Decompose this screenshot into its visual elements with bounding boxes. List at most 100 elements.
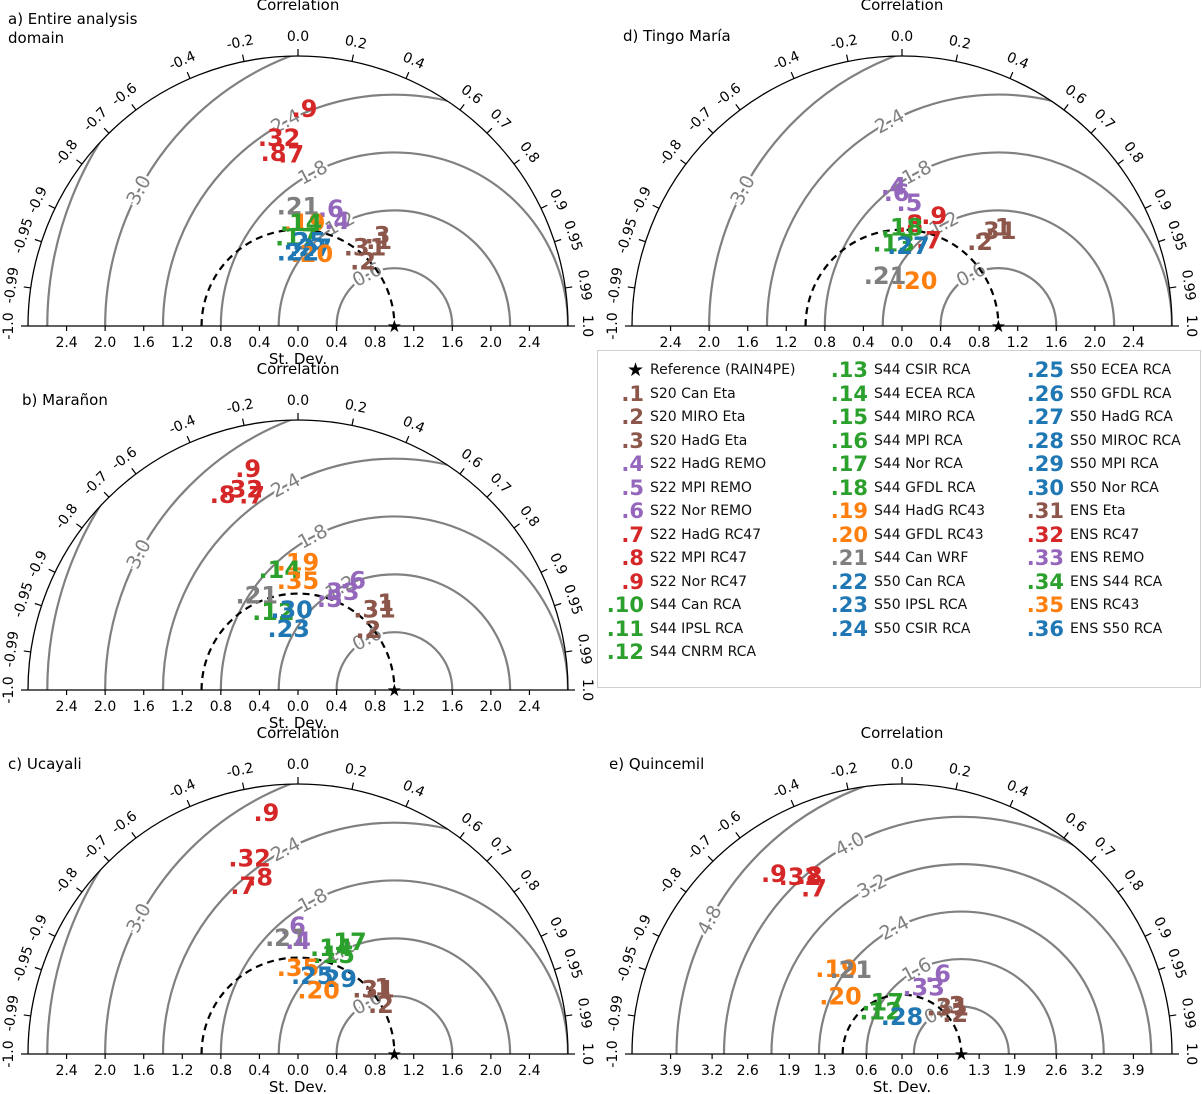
data-point-label: .7 xyxy=(230,872,256,900)
data-point-label: .21 xyxy=(864,262,907,290)
correlation-tick xyxy=(1063,104,1069,111)
legend-label: S44 GFDL RC43 xyxy=(874,526,984,543)
correlation-tick-label: -1.0 xyxy=(605,1040,621,1067)
reference-star-icon: ★ xyxy=(387,681,402,701)
st-dev-tick-label: 0.8 xyxy=(814,335,836,351)
legend-label: S44 IPSL RCA xyxy=(650,620,744,637)
data-point-label: .21 xyxy=(235,581,278,609)
correlation-tick xyxy=(680,159,687,165)
st-dev-tick-label: 2.6 xyxy=(1045,1063,1067,1079)
legend-label: S50 CSIR RCA xyxy=(874,620,971,637)
data-point-label: .19 xyxy=(277,549,320,577)
st-dev-tick-label: 0.8 xyxy=(364,699,386,715)
correlation-tick-label: 1.0 xyxy=(579,315,595,337)
correlation-tick-label: 0.9 xyxy=(1150,187,1174,214)
correlation-tick-label: 0.0 xyxy=(287,393,309,409)
data-point-label: .1 xyxy=(365,974,391,1002)
correlation-tick-label: 0.6 xyxy=(1062,810,1089,836)
rms-contour xyxy=(277,937,512,1054)
legend-marker: .6 xyxy=(621,499,644,523)
correlation-tick xyxy=(540,204,548,209)
correlation-tick-label: 0.8 xyxy=(516,139,542,166)
correlation-tick-label: -0.6 xyxy=(109,80,141,109)
correlation-tick-label: -0.99 xyxy=(1,630,22,668)
correlation-tick-label: -1.0 xyxy=(605,312,621,339)
panel-label: e) Quincemil xyxy=(609,755,704,773)
legend: ★ Reference (RAIN4PE) .1 S20 Can Eta .2 S20… xyxy=(597,350,1201,688)
correlation-tick-label: 0.99 xyxy=(574,633,594,666)
panel-label: domain xyxy=(8,29,64,47)
st-dev-tick-label: 2.4 xyxy=(55,699,77,715)
correlation-tick xyxy=(846,54,849,62)
correlation-tick xyxy=(1090,855,1097,862)
correlation-tick xyxy=(351,54,354,62)
taylor-panel-2: 0.61.21.82.43.0-1.0-0.99-0.95-0.9-0.8-0.… xyxy=(605,0,1199,368)
correlation-tick-label: -0.8 xyxy=(52,137,81,168)
legend-marker: .25 xyxy=(1026,358,1064,382)
legend-marker: .23 xyxy=(830,593,868,617)
correlation-tick-label: 0.4 xyxy=(400,777,427,801)
data-point-label: .15 xyxy=(312,941,355,969)
correlation-tick-label: -0.99 xyxy=(1,266,22,304)
data-point-label: .19 xyxy=(815,955,858,983)
correlation-tick-label: -0.99 xyxy=(605,994,626,1032)
correlation-tick-label: -0.8 xyxy=(52,865,81,896)
data-point-label: .7 xyxy=(801,874,827,902)
correlation-tick xyxy=(405,435,410,443)
st-dev-axis-title: St. Dev. xyxy=(269,714,327,732)
correlation-tick-label: -0.95 xyxy=(614,944,641,983)
st-dev-tick-label: 0.4 xyxy=(852,335,874,351)
legend-label: ENS RC43 xyxy=(1070,597,1140,613)
correlation-tick-label: -0.8 xyxy=(656,865,685,896)
correlation-tick-label: 0.0 xyxy=(891,757,913,773)
correlation-tick xyxy=(1009,71,1014,79)
rms-contour xyxy=(912,1005,1010,1054)
correlation-tick-label: 0.6 xyxy=(458,446,485,472)
legend-label: ENS S50 RCA xyxy=(1070,620,1163,637)
legend-marker: .22 xyxy=(830,569,868,594)
reference-std-arc xyxy=(841,993,963,1055)
legend-marker: .14 xyxy=(830,381,868,406)
data-point-label: .7 xyxy=(278,140,304,168)
reference-std-arc xyxy=(200,956,396,1055)
legend-marker: .28 xyxy=(1026,428,1064,453)
rms-contour-label: 3.0 xyxy=(122,536,156,573)
data-point-label: .8 xyxy=(247,864,273,892)
data-point-label: .23 xyxy=(267,615,310,643)
correlation-tick-label: 1.0 xyxy=(1183,1043,1199,1065)
correlation-tick xyxy=(1090,127,1097,134)
correlation-tick xyxy=(131,468,137,475)
legend-label: S44 MIRO RCA xyxy=(874,409,975,425)
correlation-tick xyxy=(405,71,410,79)
correlation-tick-label: 0.9 xyxy=(546,551,570,578)
data-point-label: .1 xyxy=(986,214,1012,242)
correlation-tick-label: 0.99 xyxy=(574,269,594,302)
st-dev-tick-label: 3.9 xyxy=(659,1063,681,1079)
st-dev-tick-label: 0.8 xyxy=(968,335,990,351)
st-dev-tick-label: 0.0 xyxy=(287,1063,309,1079)
legend-marker: .4 xyxy=(621,452,644,476)
correlation-tick xyxy=(1158,966,1166,971)
legend-label: ENS S44 RCA xyxy=(1070,573,1163,590)
correlation-tick-label: -0.2 xyxy=(225,760,255,781)
correlation-tick-label: 0.99 xyxy=(1178,997,1198,1030)
correlation-tick xyxy=(735,832,741,839)
legend-marker: .33 xyxy=(1026,546,1064,570)
data-point-label: .4 xyxy=(285,927,311,955)
legend-marker: .32 xyxy=(1026,522,1064,547)
correlation-tick-label: 0.95 xyxy=(1164,218,1189,253)
legend-label: S50 GFDL RCA xyxy=(1070,385,1172,402)
correlation-tick-label: 0.9 xyxy=(1150,915,1174,942)
correlation-tick xyxy=(680,887,687,893)
legend-label: S50 MIROC RCA xyxy=(1070,432,1181,449)
rms-contour-label: 4.8 xyxy=(693,902,727,939)
correlation-tick-label: -1.0 xyxy=(1,1040,17,1067)
correlation-tick xyxy=(638,966,646,971)
data-point-label: .4 xyxy=(324,207,350,235)
legend-marker: .10 xyxy=(606,593,644,617)
correlation-tick-label: 0.95 xyxy=(560,946,585,981)
correlation-tick xyxy=(1169,1014,1177,1017)
rms-contour-label: 2.4 xyxy=(876,911,913,945)
correlation-tick-label: -1.0 xyxy=(1,676,17,703)
